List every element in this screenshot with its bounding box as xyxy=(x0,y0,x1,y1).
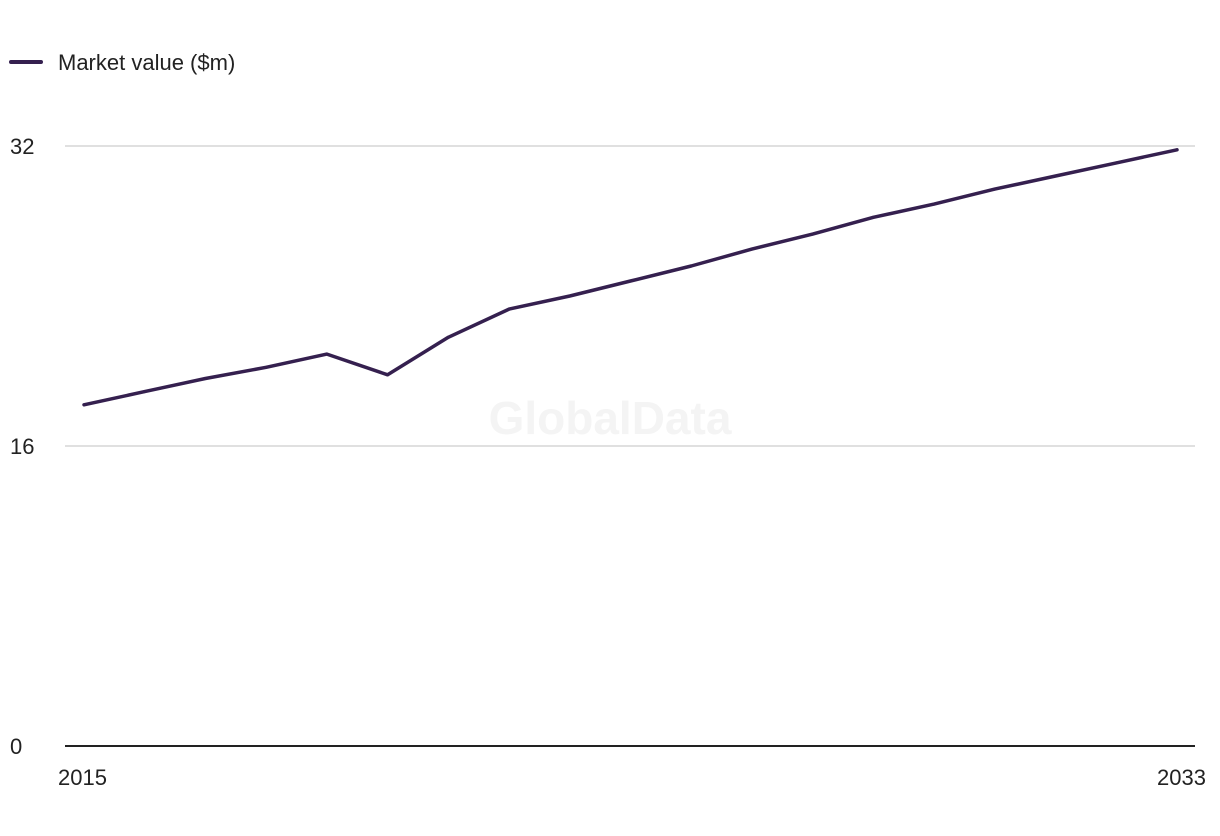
data-point-2016 xyxy=(143,390,147,394)
data-point-2015 xyxy=(82,403,86,407)
series-line xyxy=(82,148,1179,407)
x-tick-label: 2033 xyxy=(1157,765,1206,790)
data-point-2031 xyxy=(1054,174,1058,178)
data-point-2029 xyxy=(932,202,936,206)
x-axis-ticks: 2015 2033 xyxy=(58,765,1206,790)
data-point-2023 xyxy=(568,294,572,298)
y-axis-ticks: 0 16 32 xyxy=(10,134,34,759)
legend-label: Market value ($m) xyxy=(58,50,235,75)
data-point-2018 xyxy=(264,365,268,369)
series-group xyxy=(82,148,1179,407)
x-tick-label: 2015 xyxy=(58,765,107,790)
data-point-2022 xyxy=(507,307,511,311)
data-point-2027 xyxy=(811,232,815,236)
y-tick-label: 0 xyxy=(10,734,22,759)
data-point-2030 xyxy=(993,187,997,191)
data-point-2021 xyxy=(446,335,450,339)
y-tick-label: 32 xyxy=(10,134,34,159)
data-point-2033 xyxy=(1175,148,1179,152)
watermark: GlobalData xyxy=(489,392,732,444)
data-point-2028 xyxy=(871,215,875,219)
data-point-2025 xyxy=(689,264,693,268)
data-point-2019 xyxy=(325,352,329,356)
legend: Market value ($m) xyxy=(9,50,235,75)
data-point-2024 xyxy=(629,279,632,283)
data-point-2032 xyxy=(1114,161,1118,165)
data-point-2020 xyxy=(386,373,390,377)
data-point-2017 xyxy=(203,377,207,380)
data-point-2026 xyxy=(750,247,754,251)
gridlines xyxy=(65,145,1195,447)
y-tick-label: 16 xyxy=(10,434,34,459)
